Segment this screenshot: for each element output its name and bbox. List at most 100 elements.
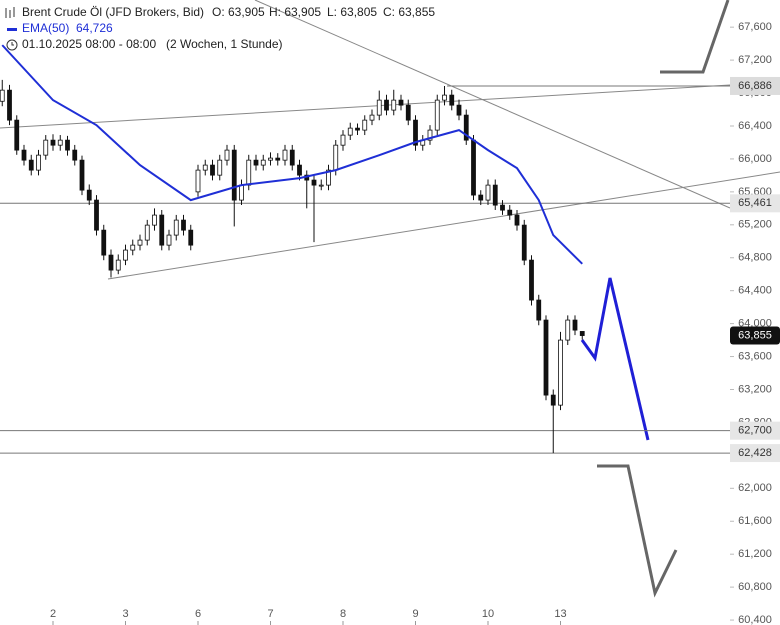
x-tick-label: 2 [50, 608, 56, 620]
candle-body [57, 139, 63, 146]
ohlc-label: H: 63,905 [269, 5, 321, 19]
candle-body [188, 229, 194, 246]
candle-body [210, 164, 215, 176]
level-box [730, 421, 780, 440]
clock-hands [11, 42, 14, 46]
candle-body [137, 239, 143, 246]
candle-body [405, 104, 411, 121]
x-tick-label: 8 [340, 608, 346, 620]
candle-body [28, 159, 34, 171]
y-tick-label: 64,000 [738, 318, 772, 330]
candle-body [130, 244, 136, 251]
drawings [0, 0, 780, 598]
candle-body [463, 114, 469, 141]
y-tick-label: 63,600 [738, 350, 772, 362]
candle-body [521, 224, 527, 261]
candle-body [550, 394, 556, 406]
candle-body [0, 89, 5, 102]
y-tick-label: 67,200 [738, 54, 772, 66]
candle-body [362, 119, 368, 131]
candle-body [115, 259, 121, 271]
candle-body [507, 209, 513, 216]
candle-body [123, 249, 128, 261]
y-tick-label: 64,800 [738, 252, 772, 264]
candle-body [318, 184, 324, 187]
candle-body [144, 224, 150, 241]
level-label: 66,886 [738, 80, 772, 92]
trend-line [0, 84, 731, 129]
candle-body [246, 159, 252, 186]
scenario-path [597, 464, 678, 598]
x-tick-label: 3 [122, 608, 128, 620]
candle-body [231, 149, 237, 201]
last-price-box [730, 326, 780, 345]
candle-body [355, 127, 360, 131]
candle-body [384, 99, 389, 111]
y-tick-label: 66,400 [738, 120, 772, 132]
candle-body [79, 159, 85, 191]
candle-body [340, 134, 346, 146]
candle-body [152, 214, 157, 226]
trend-line [254, 0, 731, 209]
clock-icon [6, 39, 18, 51]
level-label: 62,700 [738, 425, 772, 437]
candle-body [297, 164, 302, 176]
candle-body [86, 189, 92, 201]
y-tick-label: 63,200 [738, 383, 772, 395]
candle-body [21, 149, 27, 161]
candle-body [14, 119, 20, 151]
projection-path [580, 277, 650, 441]
y-tick-label: 66,000 [738, 153, 772, 165]
level-label: 65,461 [738, 197, 772, 209]
y-tick-label: 65,200 [738, 219, 772, 231]
candle-body [492, 184, 498, 206]
candle-body [456, 104, 462, 116]
legend: Brent Crude Öl (JFD Brokers, Bid) O: 63,… [5, 5, 435, 51]
candle-body [572, 319, 578, 331]
y-tick-label: 61,200 [738, 548, 772, 560]
ohlc-label: L: 63,805 [327, 5, 377, 19]
scenario-path [660, 0, 730, 74]
candle-body [289, 149, 295, 166]
candle-body [369, 114, 375, 121]
candle-body [449, 94, 455, 106]
candle-body [239, 184, 244, 201]
candle-body [565, 319, 571, 341]
candle-body [391, 99, 397, 111]
candle-icon [5, 7, 15, 18]
title: Brent Crude Öl (JFD Brokers, Bid) [22, 5, 204, 19]
last-price-label: 63,855 [738, 329, 772, 341]
level-box [730, 194, 780, 213]
x-tick-label: 6 [195, 608, 201, 620]
candle-body [579, 331, 585, 336]
candle-body [195, 169, 201, 193]
x-tick-label: 9 [412, 608, 418, 620]
level-label: 62,428 [738, 447, 772, 459]
candle-body [442, 94, 447, 101]
candle-body [268, 157, 273, 161]
ohlc-label: O: 63,905 [212, 5, 265, 19]
candle-body [471, 139, 476, 196]
x-tick-label: 7 [267, 608, 273, 620]
candle-body [50, 139, 56, 146]
level-box [730, 76, 780, 95]
y-tick-label: 61,600 [738, 515, 772, 527]
candle-body [108, 254, 114, 271]
y-tick-label: 60,400 [738, 614, 772, 625]
y-tick-label: 60,800 [738, 581, 772, 593]
candle-body [7, 89, 12, 121]
candle-body [260, 159, 266, 166]
candle-body [543, 319, 549, 396]
date-label: 01.10.2025 08:00 - 08:00 [22, 37, 156, 51]
candle-body [159, 214, 165, 246]
candle-body [333, 144, 339, 171]
candle-body [500, 204, 505, 211]
axes: 60,40060,80061,20061,60062,00062,40062,8… [50, 0, 780, 625]
candle-body [311, 179, 317, 186]
candle-body [36, 154, 41, 171]
candle-body [347, 127, 353, 136]
candle-body [485, 184, 491, 201]
candle-body [514, 214, 520, 226]
plot [0, 44, 730, 454]
